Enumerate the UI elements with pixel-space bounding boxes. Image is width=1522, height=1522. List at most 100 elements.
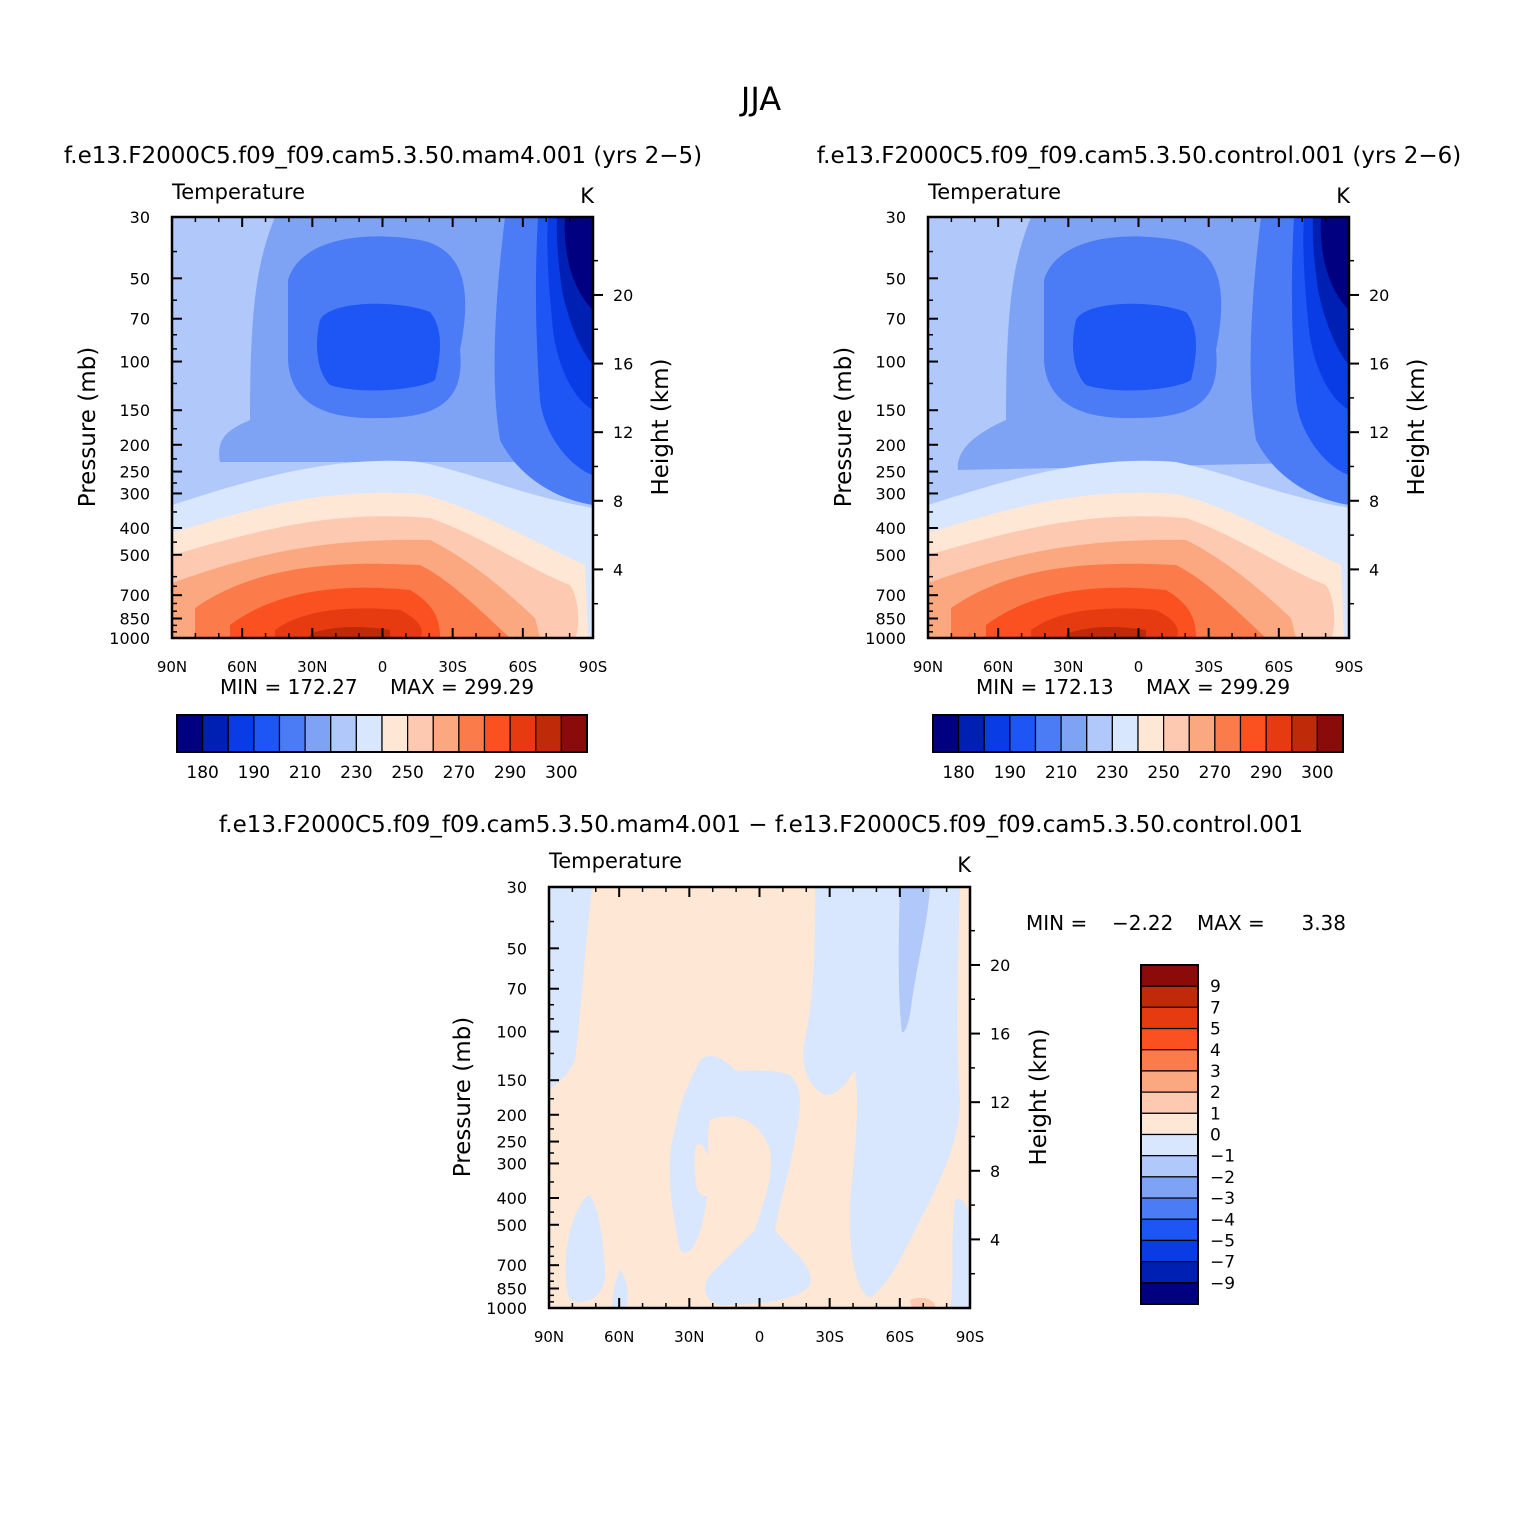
panel-1-max: MAX = 299.29 [390,675,534,699]
colorbar-label: −2 [1210,1168,1235,1188]
colorbar-label: −1 [1210,1147,1235,1167]
diff-band-neg-nh [549,887,592,1090]
diff-band-neg-south [950,1199,970,1308]
x-tick-label: 60N [227,658,257,676]
y-tick-label: 70 [130,310,150,329]
y-tick-label: 500 [119,546,150,565]
colorbar-label: 300 [1301,763,1333,783]
colorbar-swatch [1009,714,1037,753]
panel-2-colorbar: 180 190 210 230 250 270 290 300 [932,714,1344,783]
y-tick-label: 30 [507,878,527,897]
colorbar-label: 270 [443,763,475,783]
panel-1-y2label: Height (km) [648,358,674,495]
y-tick-label: 200 [119,436,150,455]
x-tick-label: 0 [755,1328,765,1346]
colorbar-swatch [1140,1282,1199,1305]
colorbar-swatch [278,714,306,753]
contour-band-300 [310,626,390,638]
panel-3-max-label: MAX = [1197,911,1265,935]
colorbar-swatch [1188,714,1216,753]
contour-band-170-south [564,217,593,310]
diff-band-neg2-sh [898,887,930,1033]
diff-band-neg-polar [565,1195,605,1302]
panel-1-variable: Temperature [171,180,305,204]
y-tick-label: 50 [130,269,150,288]
colorbar-swatch [932,714,960,753]
panel-2-variable: Temperature [927,180,1061,204]
colorbar-swatch [381,714,409,753]
colorbar-label: 230 [1096,763,1128,783]
y-tick-label: 300 [875,484,906,503]
panel-1-title: f.e13.F2000C5.f09_f09.cam5.3.50.mam4.001… [64,143,702,169]
y-tick-label: 70 [886,310,906,329]
colorbar-label: 9 [1210,977,1221,997]
x-tick-label: 90N [913,658,943,676]
x-tick-label: 60N [983,658,1013,676]
colorbar-swatch [304,714,332,753]
colorbar-swatch [1086,714,1113,753]
colorbar-frame [932,714,1344,753]
x-tick-label: 60N [604,1328,634,1346]
y2-tick-label: 20 [613,286,633,305]
x-tick-label: 30N [1053,658,1083,676]
colorbar-swatch [1140,1218,1199,1242]
x-tick-label: 90N [157,658,187,676]
y-tick-label: 1000 [109,629,150,648]
colorbar-label: 290 [494,763,526,783]
y2-tick-label: 12 [613,423,633,442]
colorbar-swatch [253,714,281,753]
x-tick-label: 30S [815,1328,844,1346]
colorbar-label: 250 [391,763,423,783]
colorbar-swatch [407,714,434,753]
panel-2-y2label: Height (km) [1404,358,1430,495]
y2-tick-label: 8 [1369,492,1379,511]
colorbar-label: 270 [1199,763,1231,783]
colorbar-label: 210 [1045,763,1077,783]
y-tick-label: 1000 [865,629,906,648]
y-tick-label: 100 [119,353,150,372]
colorbar-swatch [483,714,511,753]
colorbar-label: 1 [1210,1104,1221,1124]
contour-band-200 [1073,303,1196,391]
x-tick-label: 90S [579,658,608,676]
colorbar-swatch [1034,714,1062,753]
panel-1-units: K [580,184,595,208]
panel-2-title: f.e13.F2000C5.f09_f09.cam5.3.50.control.… [817,143,1461,169]
colorbar-swatch [535,714,562,753]
colorbar-label: 180 [942,763,974,783]
y2-tick-label: 12 [1369,423,1389,442]
colorbar-swatch [1140,1176,1199,1199]
diff-band-pos-island [694,1144,712,1197]
contour-band-170-south [1320,217,1349,310]
y-tick-label: 70 [507,980,527,999]
colorbar-swatch [330,714,357,753]
colorbar-label: 190 [238,763,270,783]
diff-band-neg-sh [803,887,960,1298]
panel-2-max: MAX = 299.29 [1146,675,1290,699]
colorbar-swatch [1214,714,1242,753]
y-tick-label: 850 [875,609,906,628]
colorbar-swatch [958,714,985,753]
y-tick-label: 50 [886,269,906,288]
x-tick-label: 30S [1194,658,1223,676]
x-tick-label: 30N [674,1328,704,1346]
colorbar-swatch [1140,964,1199,987]
colorbar-swatch [1163,714,1190,753]
y2-tick-label: 20 [1369,286,1389,305]
panel-3-contours [549,887,970,1308]
panel-1-contours [172,217,593,638]
panel-3-title: f.e13.F2000C5.f09_f09.cam5.3.50.mam4.001… [219,812,1303,838]
colorbar-swatch [1137,714,1165,753]
y2-tick-label: 4 [1369,560,1379,579]
x-tick-label: 90N [534,1328,564,1346]
colorbar-label: 230 [340,763,372,783]
panel-3-ylabel: Pressure (mb) [450,1017,476,1177]
colorbar-label: 290 [1250,763,1282,783]
x-tick-label: 0 [378,658,388,676]
y2-tick-label: 16 [1369,355,1389,374]
colorbar-swatch [1140,1070,1199,1093]
y-tick-label: 400 [875,519,906,538]
panel-3-ticks: 90N 60N 30N 0 30S 60S 90S 30 50 70 100 150 200 250 300… [486,878,1010,1346]
colorbar-swatch [560,714,588,753]
y-tick-label: 250 [496,1133,527,1152]
